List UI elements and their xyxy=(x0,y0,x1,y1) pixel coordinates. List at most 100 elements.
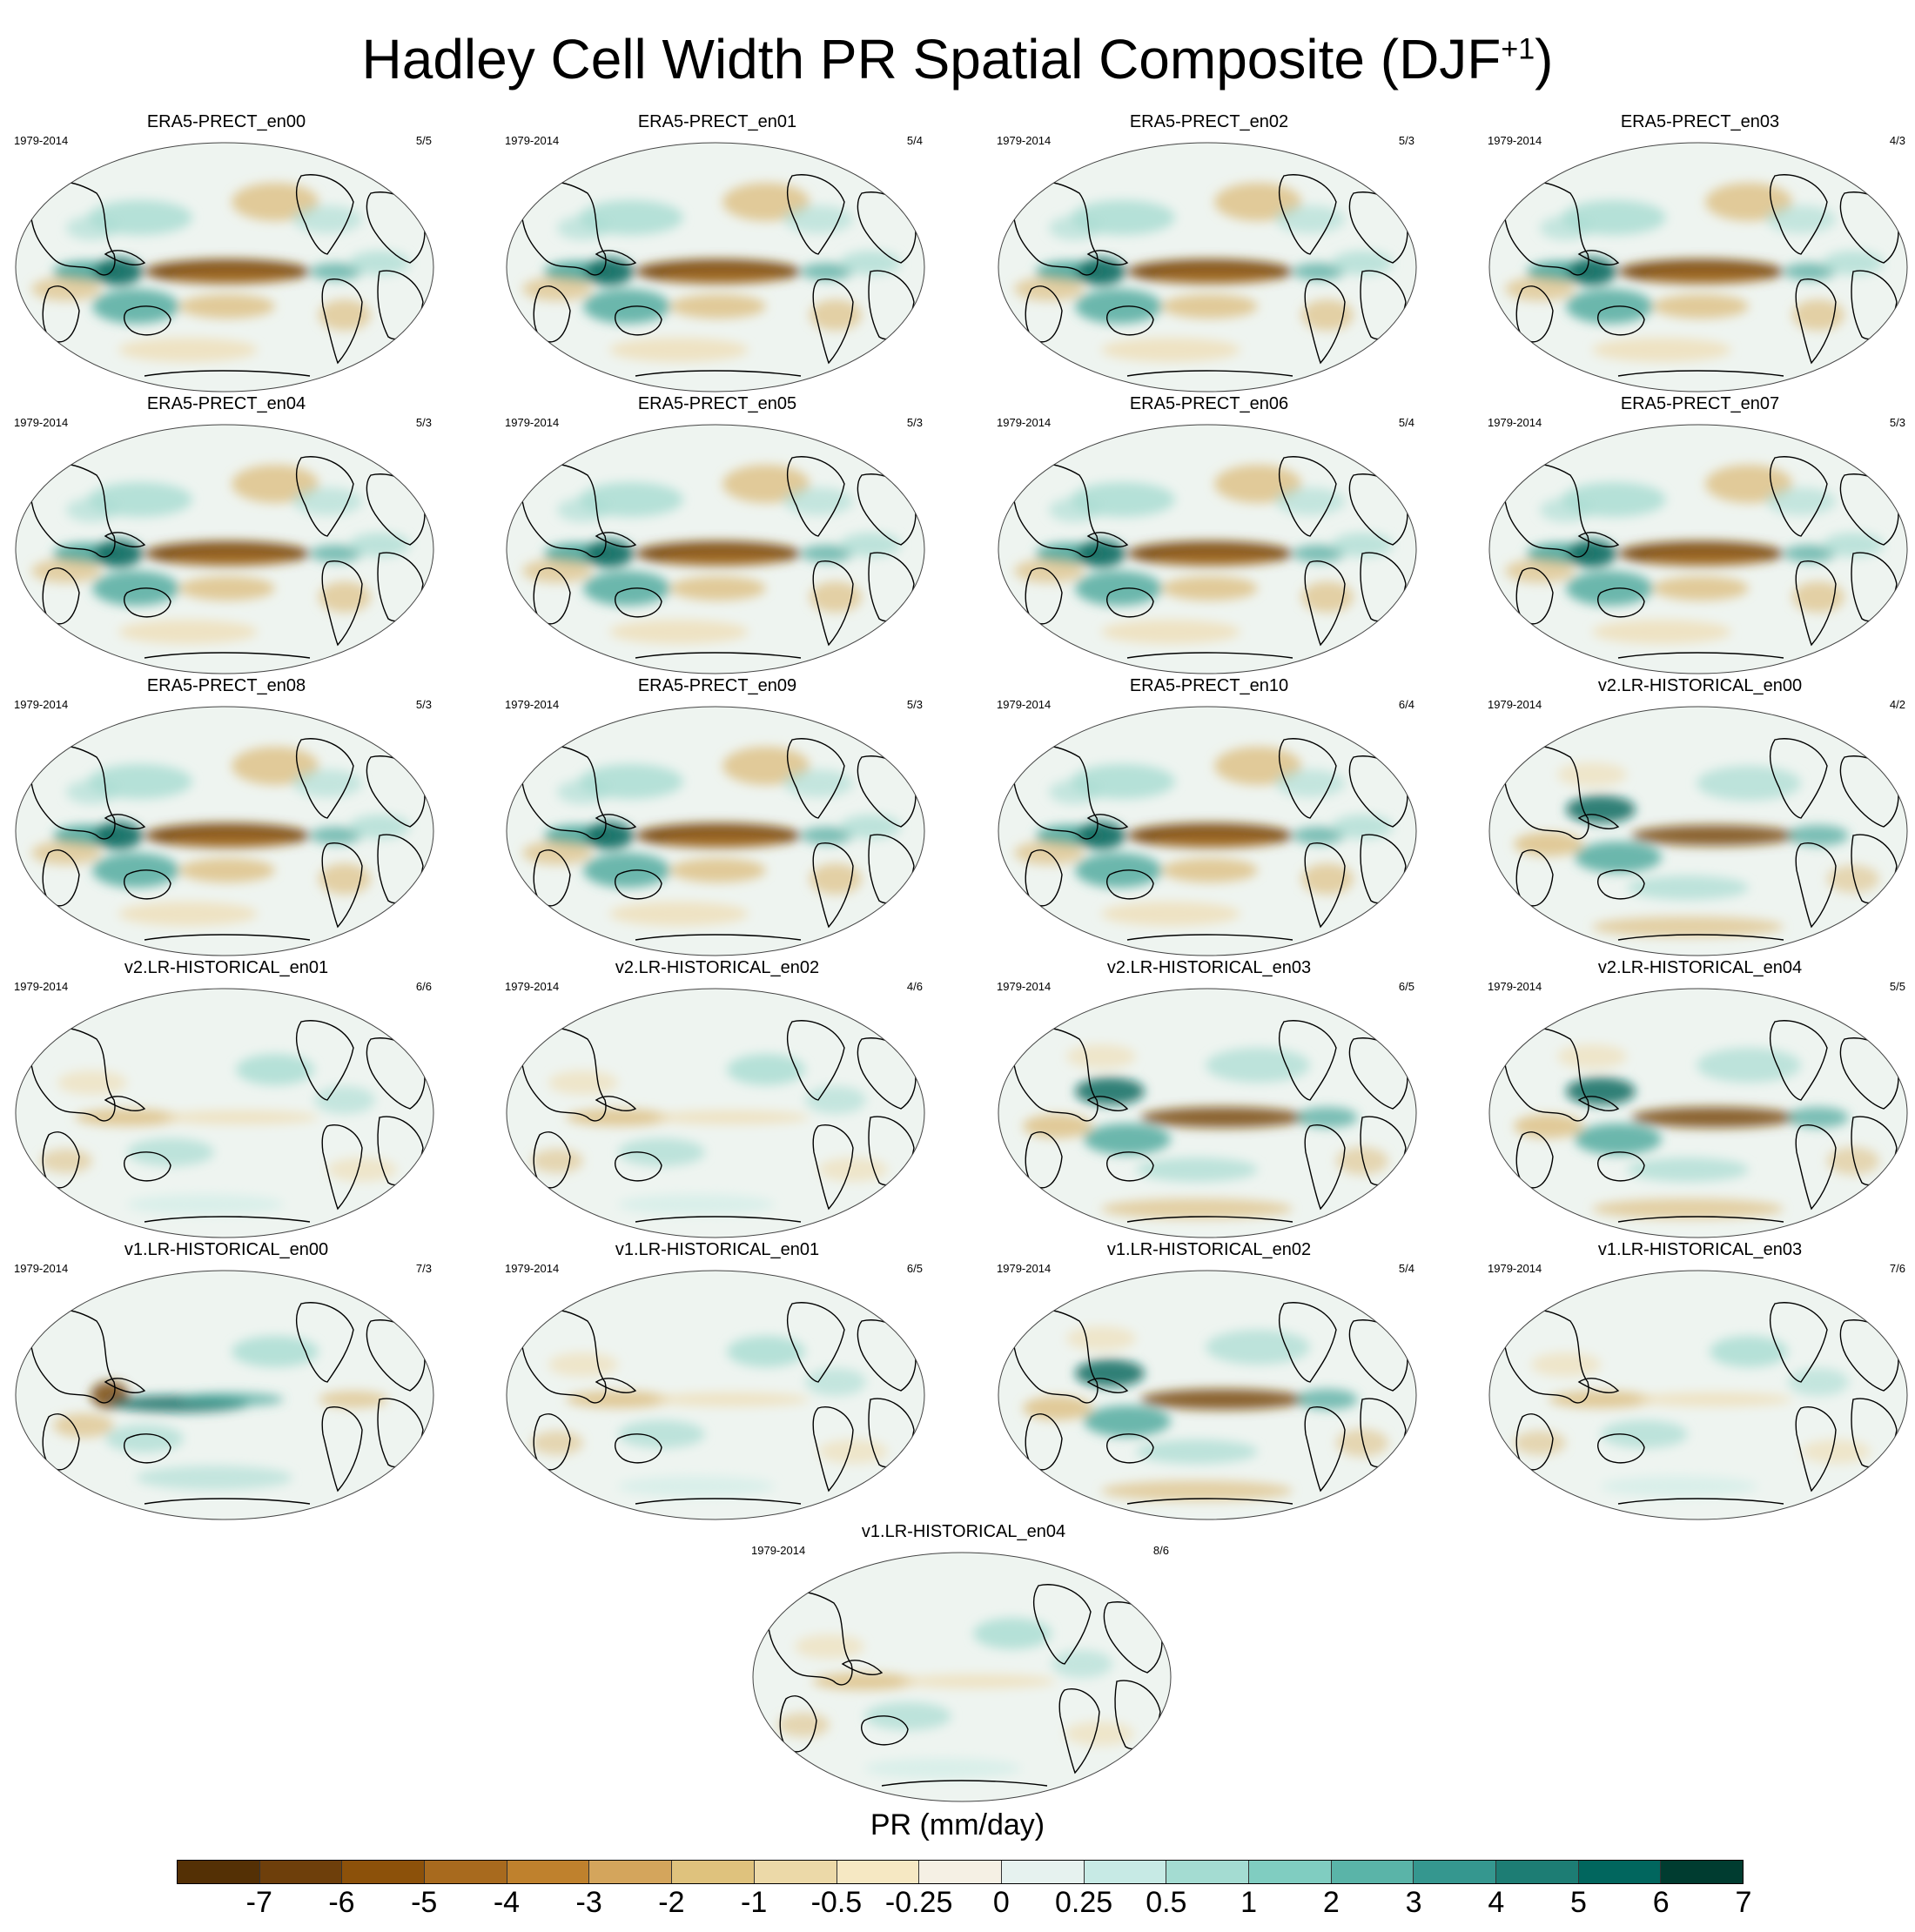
map-container xyxy=(997,141,1418,393)
coastline xyxy=(595,1096,637,1111)
coastline xyxy=(521,1309,607,1404)
precip-anomaly-region xyxy=(1601,1476,1757,1497)
coastline xyxy=(1597,1433,1645,1464)
map-panel: v1.LR-HISTORICAL_en03 1979-2014 7/6 xyxy=(1474,1239,1915,1520)
panel-count: 8/6 xyxy=(1152,1544,1169,1557)
precip-anomaly-region xyxy=(1293,545,1345,562)
precip-anomaly-region xyxy=(1631,825,1797,846)
colorbar-segment xyxy=(1084,1861,1167,1883)
coastline xyxy=(1126,1216,1293,1223)
precip-anomaly-region xyxy=(1549,1391,1653,1408)
coastline xyxy=(786,456,845,537)
precip-anomaly-region xyxy=(1101,1480,1293,1501)
coastline xyxy=(30,463,116,558)
precip-anomaly-region xyxy=(1077,258,1125,285)
precip-anomaly-region xyxy=(557,216,609,240)
precip-anomaly-region xyxy=(1075,289,1162,324)
panel-period: 1979-2014 xyxy=(997,134,1052,147)
panel-title: v2.LR-HISTORICAL_en03 xyxy=(1106,958,1312,977)
coastline xyxy=(1012,1309,1099,1404)
panel-count: 5/4 xyxy=(906,134,923,147)
panel-count: 6/6 xyxy=(415,980,432,993)
coastline xyxy=(635,652,802,659)
precip-anomaly-region xyxy=(810,863,862,895)
coastline xyxy=(1503,745,1589,840)
colorbar-segment xyxy=(589,1861,673,1883)
colorbar-segment xyxy=(1248,1861,1332,1883)
coastline xyxy=(124,1433,171,1464)
precip-anomaly-region xyxy=(118,338,258,362)
map-container xyxy=(1488,705,1909,957)
precip-anomaly-region xyxy=(810,581,862,613)
map-container xyxy=(505,423,926,675)
colorbar-tick-label: -6 xyxy=(328,1886,355,1919)
precip-anomaly-region xyxy=(1084,1124,1171,1155)
coastline xyxy=(1086,532,1129,547)
precip-anomaly-region xyxy=(171,552,292,566)
precip-anomaly-region xyxy=(670,858,766,882)
colorbar-tick-label: -7 xyxy=(245,1886,272,1919)
coastline xyxy=(595,532,637,547)
precip-anomaly-region xyxy=(1540,216,1592,240)
colorbar-segment xyxy=(754,1861,837,1883)
precip-anomaly-region xyxy=(1631,1107,1797,1128)
panel-period: 1979-2014 xyxy=(14,698,69,711)
coastline xyxy=(521,1027,607,1122)
coastline xyxy=(786,738,845,819)
coastline xyxy=(1515,285,1554,343)
panel-period: 1979-2014 xyxy=(1488,980,1542,993)
coastline xyxy=(521,463,607,558)
panel-period: 1979-2014 xyxy=(997,980,1052,993)
coastline xyxy=(615,587,662,618)
panel-period: 1979-2014 xyxy=(751,1544,806,1557)
coastline xyxy=(1126,1498,1293,1505)
precip-anomaly-region xyxy=(585,822,634,849)
coastline xyxy=(30,1309,116,1404)
precip-anomaly-region xyxy=(670,576,766,600)
precip-anomaly-region xyxy=(1823,533,1884,557)
coastline xyxy=(144,652,311,659)
precip-anomaly-region xyxy=(1566,1077,1636,1105)
colorbar-segment xyxy=(837,1861,920,1883)
coastline xyxy=(144,1216,311,1223)
coastline xyxy=(1795,560,1837,647)
map-panel: v2.LR-HISTORICAL_en02 1979-2014 4/6 xyxy=(491,957,944,1238)
map-plot xyxy=(998,988,1417,1238)
precip-anomaly-region xyxy=(1075,1077,1145,1105)
precip-anomaly-region xyxy=(548,1070,618,1095)
map-plot xyxy=(506,988,925,1238)
coastline xyxy=(1025,285,1063,343)
precip-anomaly-region xyxy=(1049,780,1101,804)
precip-anomaly-region xyxy=(75,1109,179,1126)
precip-anomaly-region xyxy=(1592,338,1731,362)
coastline xyxy=(1086,250,1129,265)
precip-anomaly-region xyxy=(864,1702,951,1730)
panel-period: 1979-2014 xyxy=(997,698,1052,711)
panel-title: v1.LR-HISTORICAL_en04 xyxy=(861,1522,1066,1541)
precip-anomaly-region xyxy=(1075,571,1162,606)
coastline xyxy=(786,1020,845,1101)
map-container xyxy=(1488,987,1909,1239)
coastline xyxy=(1515,567,1554,625)
panel-period: 1979-2014 xyxy=(14,980,69,993)
coastline xyxy=(1012,745,1099,840)
coastline xyxy=(104,1096,146,1111)
precip-anomaly-region xyxy=(899,1674,1056,1688)
map-container xyxy=(997,1269,1418,1521)
panel-title: v2.LR-HISTORICAL_en04 xyxy=(1597,958,1803,977)
map-container xyxy=(997,987,1418,1239)
precip-anomaly-region xyxy=(583,853,670,888)
map-border xyxy=(506,1270,925,1520)
precip-anomaly-region xyxy=(1153,270,1275,284)
coastline xyxy=(124,1151,171,1182)
coastline xyxy=(812,1406,854,1493)
coastline xyxy=(1577,250,1620,265)
coastline xyxy=(124,869,171,900)
precip-anomaly-region xyxy=(609,902,749,926)
precip-anomaly-region xyxy=(1566,571,1653,606)
map-border xyxy=(1488,424,1908,674)
panel-title: ERA5-PRECT_en08 xyxy=(146,676,306,695)
panel-period: 1979-2014 xyxy=(1488,134,1542,147)
coastline xyxy=(1032,1584,1092,1665)
precip-anomaly-region xyxy=(1566,289,1653,324)
